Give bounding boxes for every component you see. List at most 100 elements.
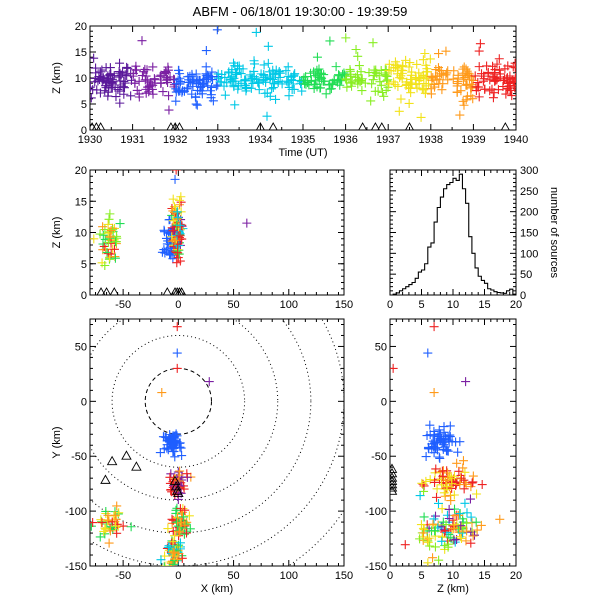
plan-view-plot-area	[90, 319, 344, 566]
x-tick-label: 0	[387, 570, 393, 582]
source-marker	[407, 79, 417, 89]
source-marker	[374, 71, 384, 81]
source-marker	[315, 83, 325, 93]
x-tick-label: 20	[510, 299, 522, 311]
source-marker	[420, 88, 430, 98]
source-marker	[418, 55, 428, 65]
source-marker	[206, 82, 216, 92]
range-ring	[111, 334, 246, 468]
y-tick-label: -100	[65, 506, 87, 518]
source-marker	[175, 231, 185, 241]
source-marker	[341, 74, 351, 84]
station-triangle	[405, 122, 414, 130]
source-marker	[175, 195, 185, 205]
source-marker	[99, 75, 109, 85]
source-marker	[390, 80, 400, 90]
source-marker	[449, 524, 459, 534]
source-marker	[175, 466, 185, 476]
source-marker	[265, 67, 275, 77]
source-marker	[148, 62, 158, 72]
source-marker	[173, 212, 183, 222]
source-marker	[201, 46, 211, 56]
source-marker	[400, 540, 410, 550]
source-marker	[426, 72, 436, 82]
source-marker	[199, 78, 209, 88]
source-marker	[357, 86, 367, 96]
source-marker	[115, 58, 125, 68]
source-marker	[462, 508, 472, 518]
time-height-y-axis-title: Z (km)	[51, 62, 63, 94]
x-tick-label: 50	[227, 570, 239, 582]
x-height-frame	[89, 169, 345, 296]
source-marker	[462, 518, 472, 528]
source-marker	[379, 91, 389, 101]
source-marker	[310, 79, 320, 89]
source-marker	[492, 59, 502, 69]
source-marker	[459, 484, 469, 494]
source-marker	[104, 538, 114, 548]
source-marker	[455, 480, 465, 490]
station-triangle	[390, 472, 398, 482]
source-marker	[251, 27, 261, 37]
x-tick-label: -50	[115, 299, 131, 311]
source-marker	[419, 85, 429, 95]
source-marker	[181, 528, 191, 538]
source-marker	[161, 68, 171, 78]
source-marker	[182, 469, 192, 479]
source-marker	[435, 453, 445, 463]
source-marker	[258, 76, 268, 86]
source-marker	[466, 538, 476, 548]
source-marker	[438, 444, 448, 454]
source-marker	[163, 562, 165, 566]
plan-view-y-axis-title: Y (km)	[51, 426, 63, 458]
source-marker	[112, 501, 122, 511]
source-marker	[392, 69, 402, 79]
station-triangle	[121, 450, 132, 460]
outlier-source-marker	[172, 348, 182, 358]
source-marker	[110, 253, 120, 263]
source-marker	[283, 62, 293, 72]
source-marker	[115, 219, 125, 229]
source-marker	[299, 73, 309, 83]
source-marker	[230, 100, 240, 110]
source-marker	[103, 219, 113, 229]
outlier-source-marker	[204, 377, 214, 387]
source-marker	[469, 530, 479, 540]
y-tick-label: -150	[65, 561, 87, 573]
source-marker	[432, 484, 442, 494]
source-marker	[441, 46, 451, 56]
source-marker	[438, 70, 448, 80]
source-marker	[416, 73, 426, 83]
source-marker	[470, 71, 480, 81]
source-marker	[160, 551, 170, 561]
y-tick-label: -50	[71, 451, 87, 463]
source-marker	[405, 58, 415, 68]
height-y-plot-area	[390, 322, 505, 566]
source-marker	[222, 78, 232, 88]
source-marker	[171, 96, 181, 106]
source-marker	[95, 88, 105, 98]
histogram-step-line	[390, 173, 516, 295]
range-ring	[90, 319, 344, 566]
source-marker	[474, 46, 484, 56]
source-marker	[455, 110, 465, 120]
source-marker	[370, 86, 380, 96]
source-marker	[488, 93, 498, 103]
source-marker	[176, 192, 186, 202]
source-marker	[282, 76, 292, 86]
source-marker	[158, 87, 168, 97]
source-marker	[412, 59, 422, 69]
source-marker	[444, 513, 454, 523]
source-marker	[90, 521, 96, 531]
source-marker	[229, 80, 239, 90]
source-marker	[104, 214, 114, 224]
outlier-source-marker	[423, 348, 433, 358]
source-marker	[352, 70, 362, 80]
source-marker	[437, 536, 447, 546]
source-marker	[468, 471, 478, 481]
source-marker	[263, 58, 273, 68]
source-marker	[367, 79, 377, 89]
source-marker	[128, 68, 138, 78]
source-marker	[261, 75, 271, 85]
source-marker	[505, 71, 515, 81]
